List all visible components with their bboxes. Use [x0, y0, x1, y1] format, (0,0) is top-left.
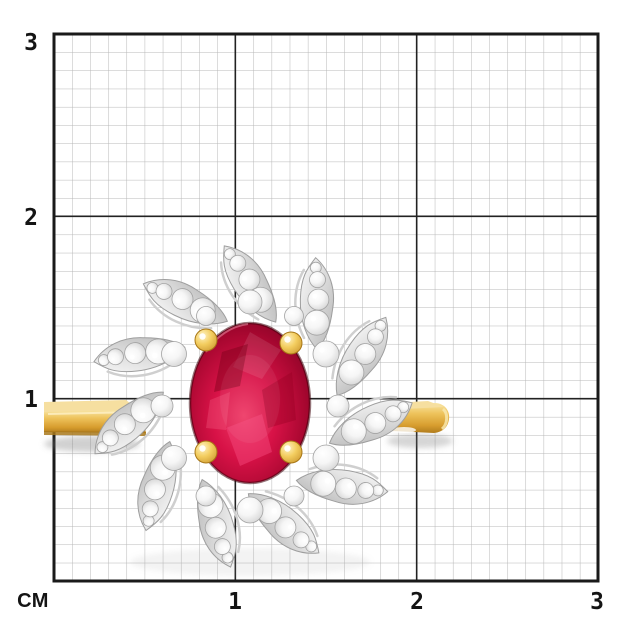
halo-diamond	[326, 394, 350, 418]
halo-diamond	[237, 289, 263, 315]
x-axis-label-2: 2	[410, 589, 424, 615]
halo-diamond	[195, 485, 217, 507]
grid-border	[52, 32, 600, 583]
y-axis-label-3: 3	[24, 30, 38, 56]
prong-ball	[279, 331, 303, 355]
prong-ball	[194, 440, 218, 464]
halo-diamond	[236, 496, 264, 524]
ruler-labels: 3 2 1 СМ 1 2 3	[17, 30, 604, 615]
ring-prongs	[194, 328, 303, 464]
halo-diamond	[150, 394, 174, 418]
halo-diamond	[196, 306, 216, 326]
x-axis-label-3: 3	[590, 589, 604, 615]
halo-diamond	[161, 341, 187, 367]
y-axis-label-1: 1	[24, 387, 38, 413]
halo-diamonds	[150, 289, 350, 524]
unit-label-cm: СМ	[17, 590, 49, 612]
halo-diamond	[161, 445, 187, 471]
halo-diamond	[312, 444, 340, 472]
halo-diamond	[284, 306, 304, 326]
prong-ball	[279, 440, 303, 464]
y-axis-label-2: 2	[24, 205, 38, 231]
halo-diamond	[283, 485, 305, 507]
prong-ball	[194, 328, 218, 352]
halo-diamond	[312, 340, 340, 368]
ruby-gemstone	[188, 321, 312, 485]
x-axis-label-1: 1	[228, 589, 242, 615]
